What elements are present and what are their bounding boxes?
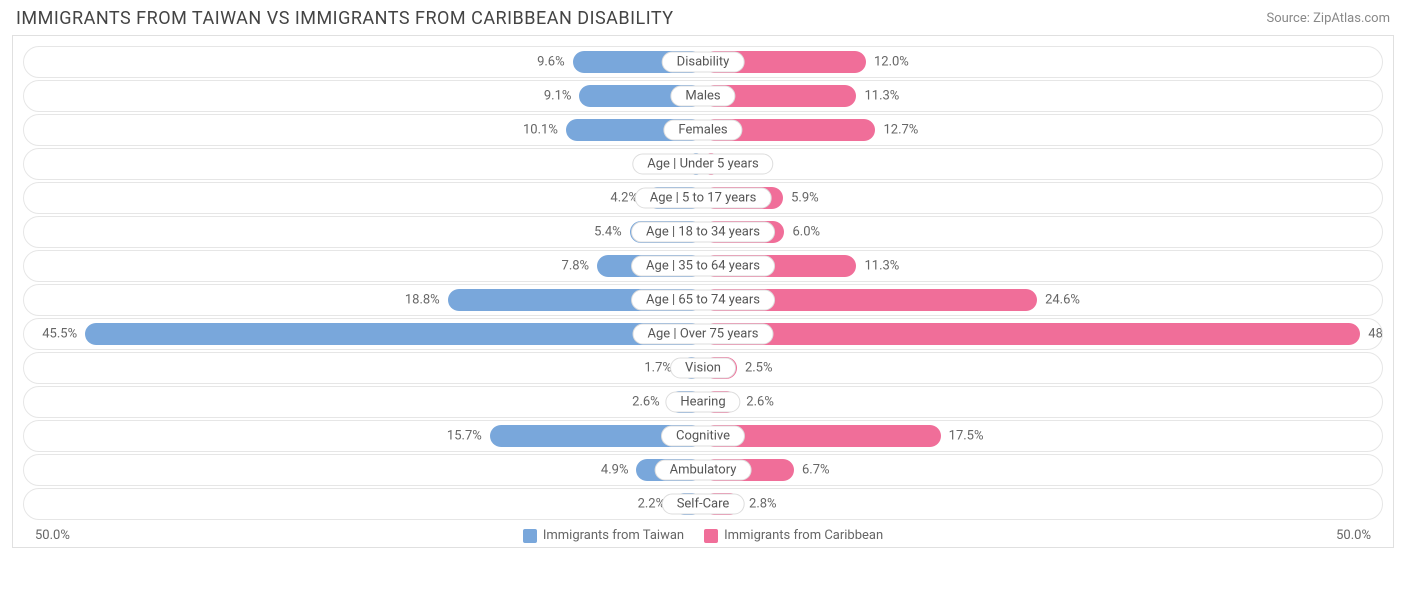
- bar-left: [85, 323, 703, 345]
- chart-row: 2.6% 2.6% Hearing: [23, 386, 1383, 418]
- chart-header: IMMIGRANTS FROM TAIWAN VS IMMIGRANTS FRO…: [0, 0, 1406, 35]
- value-right: 6.7%: [802, 463, 830, 478]
- value-right: 11.3%: [864, 259, 899, 274]
- chart-row: 9.1% 11.3% Males: [23, 80, 1383, 112]
- category-label: Age | 65 to 74 years: [631, 290, 775, 311]
- value-right: 12.7%: [883, 123, 918, 138]
- legend-swatch-right: [704, 529, 718, 543]
- category-label: Cognitive: [661, 426, 745, 447]
- category-label: Self-Care: [662, 494, 745, 515]
- category-label: Age | Under 5 years: [632, 154, 773, 175]
- category-label: Vision: [670, 358, 736, 379]
- chart-footer: 50.0% Immigrants from Taiwan Immigrants …: [13, 522, 1393, 543]
- legend-item-left: Immigrants from Taiwan: [523, 528, 684, 543]
- chart-row: 1.0%1.2%Age | Under 5 years: [23, 148, 1383, 180]
- chart-row: 45.5% 48.4% Age | Over 75 years: [23, 318, 1383, 350]
- value-left: 9.6%: [537, 55, 565, 70]
- value-right: 48.4%: [1368, 327, 1383, 342]
- value-right: 5.9%: [791, 191, 819, 206]
- chart-title: IMMIGRANTS FROM TAIWAN VS IMMIGRANTS FRO…: [16, 8, 674, 29]
- value-left: 2.6%: [632, 395, 660, 410]
- legend-label-left: Immigrants from Taiwan: [543, 528, 684, 543]
- value-right: 12.0%: [874, 55, 909, 70]
- chart-row: 10.1% 12.7% Females: [23, 114, 1383, 146]
- value-left: 10.1%: [523, 123, 558, 138]
- value-left: 18.8%: [405, 293, 440, 308]
- value-right: 17.5%: [949, 429, 984, 444]
- legend-label-right: Immigrants from Caribbean: [724, 528, 883, 543]
- value-left: 1.7%: [644, 361, 672, 376]
- value-left: 5.4%: [594, 225, 622, 240]
- value-left: 9.1%: [544, 89, 572, 104]
- legend-item-right: Immigrants from Caribbean: [704, 528, 883, 543]
- category-label: Disability: [662, 52, 745, 73]
- axis-left-max: 50.0%: [35, 528, 70, 543]
- value-left: 15.7%: [447, 429, 482, 444]
- axis-right-max: 50.0%: [1336, 528, 1371, 543]
- category-label: Females: [663, 120, 742, 141]
- legend: Immigrants from Taiwan Immigrants from C…: [523, 528, 883, 543]
- chart-row: 7.8% 11.3% Age | 35 to 64 years: [23, 250, 1383, 282]
- chart-row: 1.7% 2.5% Vision: [23, 352, 1383, 384]
- bar-right: [703, 323, 1360, 345]
- chart-row: 2.2%2.8%Self-Care: [23, 488, 1383, 520]
- chart-row: 5.4% 6.0% Age | 18 to 34 years: [23, 216, 1383, 248]
- value-right: 24.6%: [1045, 293, 1080, 308]
- legend-swatch-left: [523, 529, 537, 543]
- chart-row: 4.9% 6.7% Ambulatory: [23, 454, 1383, 486]
- chart-row: 9.6% 12.0% Disability: [23, 46, 1383, 78]
- chart-area: 9.6% 12.0% Disability 9.1% 11.3% Males 10.1% 12…: [12, 35, 1394, 548]
- value-left: 4.9%: [601, 463, 629, 478]
- value-right: 2.8%: [749, 497, 777, 512]
- category-label: Age | Over 75 years: [633, 324, 774, 345]
- value-right: 2.5%: [745, 361, 773, 376]
- chart-row: 18.8% 24.6% Age | 65 to 74 years: [23, 284, 1383, 316]
- chart-source: Source: ZipAtlas.com: [1266, 11, 1390, 26]
- category-label: Hearing: [665, 392, 740, 413]
- category-label: Age | 18 to 34 years: [631, 222, 775, 243]
- value-right: 6.0%: [792, 225, 820, 240]
- category-label: Ambulatory: [655, 460, 752, 481]
- category-label: Males: [670, 86, 735, 107]
- chart-row: 4.2%5.9%Age | 5 to 17 years: [23, 182, 1383, 214]
- category-label: Age | 35 to 64 years: [631, 256, 775, 277]
- value-right: 2.6%: [746, 395, 774, 410]
- category-label: Age | 5 to 17 years: [635, 188, 772, 209]
- value-left: 7.8%: [562, 259, 590, 274]
- value-right: 11.3%: [864, 89, 899, 104]
- value-left: 45.5%: [42, 327, 77, 342]
- chart-row: 15.7% 17.5% Cognitive: [23, 420, 1383, 452]
